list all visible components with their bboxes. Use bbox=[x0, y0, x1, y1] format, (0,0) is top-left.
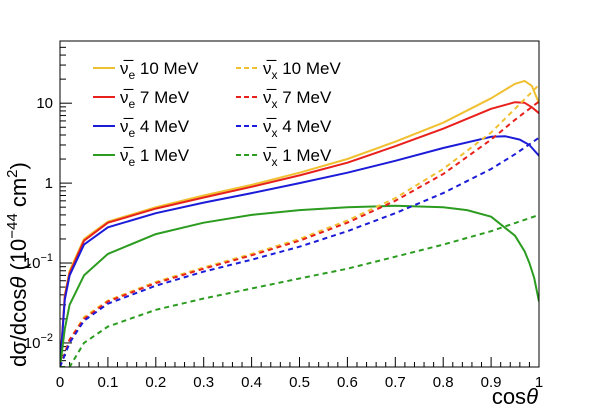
y-tick-label: 10−1 bbox=[24, 252, 53, 272]
x-tick-label: 0.6 bbox=[337, 374, 358, 391]
x-tick-label: 0 bbox=[56, 374, 64, 391]
x-tick-label: 0.4 bbox=[241, 374, 262, 391]
series-line bbox=[60, 204, 539, 367]
legend-label: ν̅x 1 MeV bbox=[263, 146, 332, 169]
y-tick-labels: 10−2 10−1 1 10 bbox=[24, 95, 53, 352]
x-axis-title: cosθ bbox=[492, 384, 538, 407]
series-line bbox=[60, 84, 539, 367]
x-tick-label: 0.7 bbox=[385, 374, 406, 391]
legend-label: ν̅e 10 MeV bbox=[120, 59, 199, 82]
series-line bbox=[60, 136, 539, 367]
y-axis-title: dσ/dcosθ (10−44 cm2) bbox=[4, 162, 31, 367]
x-tick-label: 0.9 bbox=[481, 374, 502, 391]
series-line bbox=[60, 101, 539, 367]
plot-frame bbox=[59, 40, 540, 368]
y-tick-label: 1 bbox=[45, 175, 53, 192]
x-tick-label: 0.3 bbox=[193, 374, 214, 391]
x-tick-label: 0.1 bbox=[97, 374, 118, 391]
y-tick-label: 10−2 bbox=[24, 332, 53, 352]
x-tick-label: 0.2 bbox=[145, 374, 166, 391]
x-tick-label: 0.8 bbox=[433, 374, 454, 391]
x-tick-label: 0.5 bbox=[289, 374, 310, 391]
plot-lines bbox=[60, 79, 539, 367]
x-tick-labels: 0 0.1 0.2 0.3 0.4 0.5 0.6 0.7 0.8 0.9 1 bbox=[56, 374, 543, 391]
y-tick-label: 10 bbox=[36, 95, 53, 112]
series-line bbox=[60, 135, 539, 367]
x-tick-label: 1 bbox=[535, 374, 543, 391]
series-line bbox=[60, 213, 539, 367]
